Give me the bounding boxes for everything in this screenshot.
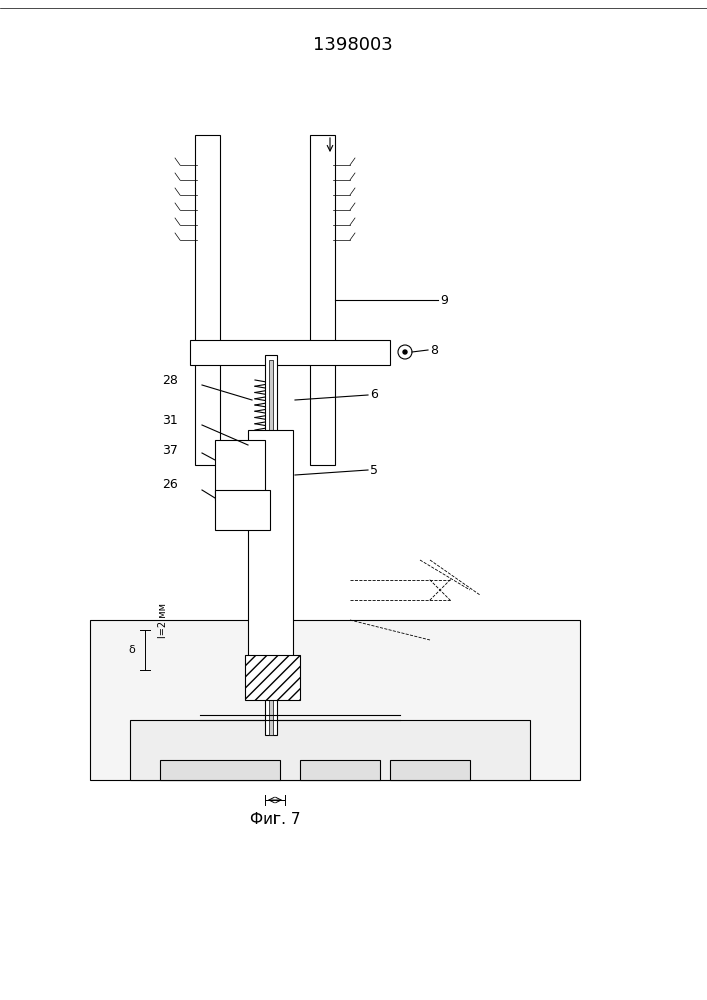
Bar bbox=[269, 360, 273, 735]
Bar bbox=[160, 760, 280, 780]
Bar bbox=[390, 760, 470, 780]
Bar bbox=[300, 760, 380, 780]
Text: 8: 8 bbox=[430, 344, 438, 357]
Text: 6: 6 bbox=[370, 388, 378, 401]
Bar bbox=[215, 490, 270, 530]
Text: Фиг. 7: Фиг. 7 bbox=[250, 812, 300, 828]
Bar bbox=[248, 430, 293, 680]
Text: 31: 31 bbox=[162, 414, 178, 426]
Text: l=2 мм: l=2 мм bbox=[158, 602, 168, 638]
Circle shape bbox=[403, 350, 407, 354]
Text: 37: 37 bbox=[162, 444, 178, 456]
Text: 1398003: 1398003 bbox=[313, 36, 393, 54]
Text: 5: 5 bbox=[370, 464, 378, 477]
Bar bbox=[130, 720, 530, 780]
Bar bbox=[190, 340, 390, 365]
Bar bbox=[310, 135, 335, 465]
Bar bbox=[90, 620, 580, 780]
Text: l: l bbox=[273, 814, 276, 826]
Text: 28: 28 bbox=[162, 373, 178, 386]
Bar bbox=[245, 655, 300, 700]
Text: 26: 26 bbox=[162, 479, 178, 491]
Bar bbox=[265, 355, 277, 735]
Text: 9: 9 bbox=[440, 294, 448, 306]
Bar bbox=[195, 135, 220, 465]
Bar bbox=[215, 440, 265, 500]
Text: δ: δ bbox=[128, 645, 135, 655]
